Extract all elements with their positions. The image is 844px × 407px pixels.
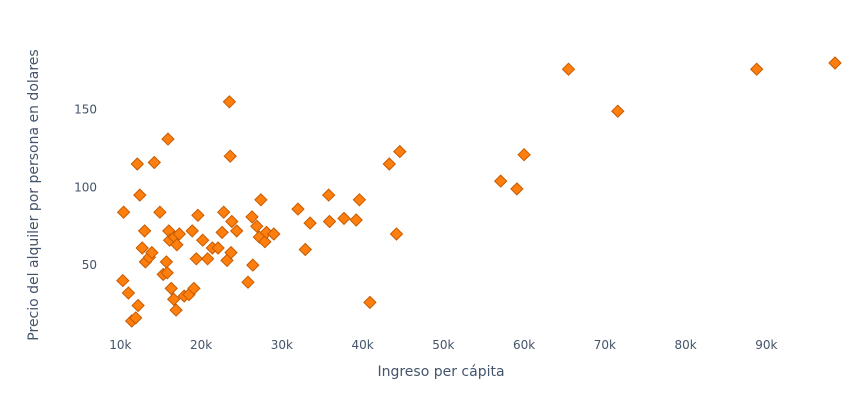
data-points bbox=[116, 56, 842, 328]
data-point bbox=[561, 62, 576, 76]
data-point bbox=[195, 233, 210, 247]
data-point bbox=[116, 273, 130, 288]
data-point bbox=[131, 298, 145, 313]
data-point bbox=[215, 225, 229, 240]
data-point bbox=[133, 188, 147, 202]
data-point bbox=[130, 157, 145, 171]
data-point bbox=[161, 132, 175, 146]
data-point bbox=[137, 224, 152, 238]
data-point bbox=[229, 224, 244, 238]
data-point bbox=[250, 219, 264, 233]
data-point bbox=[303, 216, 317, 230]
x-tick-label: 80k bbox=[674, 338, 696, 352]
x-tick-label: 60k bbox=[513, 338, 535, 352]
data-point bbox=[145, 245, 159, 260]
data-point bbox=[223, 149, 237, 163]
data-point bbox=[749, 62, 764, 76]
data-point bbox=[211, 241, 225, 255]
data-point bbox=[254, 193, 268, 207]
data-point bbox=[187, 281, 201, 296]
x-tick-label: 10k bbox=[109, 338, 131, 352]
x-tick-label: 50k bbox=[432, 338, 454, 352]
y-tick-label: 150 bbox=[74, 103, 97, 117]
data-point bbox=[191, 208, 205, 223]
data-point bbox=[258, 234, 272, 249]
y-tick-label: 50 bbox=[82, 258, 97, 272]
data-point bbox=[267, 227, 281, 241]
data-point bbox=[159, 255, 174, 269]
data-point bbox=[382, 157, 397, 171]
data-point bbox=[245, 210, 259, 224]
data-point bbox=[246, 258, 260, 272]
data-point bbox=[393, 144, 407, 159]
data-point bbox=[160, 266, 174, 280]
data-point bbox=[224, 245, 238, 260]
data-point bbox=[222, 95, 237, 109]
data-point bbox=[147, 155, 162, 170]
data-point bbox=[225, 214, 239, 229]
data-point bbox=[121, 286, 136, 300]
data-point bbox=[352, 193, 367, 207]
data-point bbox=[322, 214, 337, 229]
data-point bbox=[517, 147, 531, 162]
y-axis-title: Precio del alquiler por persona en dolar… bbox=[26, 49, 42, 340]
data-point bbox=[166, 292, 181, 306]
data-point bbox=[116, 205, 131, 219]
data-point bbox=[169, 303, 183, 317]
data-point bbox=[153, 205, 167, 219]
data-point bbox=[164, 281, 178, 296]
data-point bbox=[200, 252, 215, 266]
data-point bbox=[363, 295, 377, 310]
data-point bbox=[611, 104, 625, 118]
data-point bbox=[291, 202, 305, 216]
y-tick-label: 100 bbox=[74, 180, 97, 194]
data-point bbox=[510, 182, 524, 196]
data-point bbox=[298, 242, 313, 257]
x-axis-title: Ingreso per cápita bbox=[377, 364, 504, 380]
data-point bbox=[241, 275, 255, 289]
x-tick-label: 40k bbox=[351, 338, 373, 352]
data-point bbox=[389, 227, 404, 241]
data-point bbox=[135, 241, 149, 255]
y-axis-ticks: 50 100 150 bbox=[74, 103, 97, 273]
data-point bbox=[828, 56, 842, 70]
data-point bbox=[216, 205, 231, 219]
data-point bbox=[170, 238, 184, 252]
data-point bbox=[128, 311, 143, 325]
x-tick-label: 70k bbox=[594, 338, 616, 352]
data-point bbox=[349, 213, 363, 227]
x-tick-label: 90k bbox=[755, 338, 777, 352]
data-point bbox=[337, 211, 351, 226]
data-point bbox=[321, 188, 336, 202]
data-point bbox=[189, 252, 204, 266]
x-axis-ticks: 10k 20k 30k 40k 50k 60k 70k 80k 90k bbox=[109, 338, 777, 352]
data-point bbox=[172, 227, 187, 241]
x-tick-label: 30k bbox=[271, 338, 293, 352]
data-point bbox=[185, 224, 199, 238]
x-tick-label: 20k bbox=[190, 338, 212, 352]
data-point bbox=[493, 174, 508, 188]
